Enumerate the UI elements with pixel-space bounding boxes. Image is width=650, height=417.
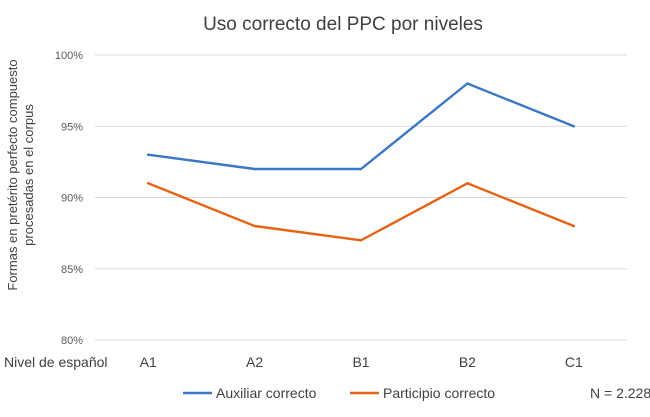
y-tick-label: 85% xyxy=(61,264,83,276)
gridlines xyxy=(95,54,627,341)
x-category-label: C1 xyxy=(565,354,583,370)
series-lines xyxy=(146,82,575,242)
y-axis-label-line-1: Formas en pretérito perfecto compuesto xyxy=(5,59,20,290)
data-point xyxy=(359,167,363,171)
y-tick-label: 100% xyxy=(55,50,83,62)
y-axis-label-line-2: procesadas en el corpus xyxy=(21,104,36,246)
legend-label-participio: Participio correcto xyxy=(383,385,495,401)
data-point xyxy=(253,224,256,228)
x-category-label: B2 xyxy=(459,354,476,370)
data-point xyxy=(253,167,256,171)
y-axis-ticks: 80% 85% 90% 95% 100% xyxy=(55,50,83,347)
data-point xyxy=(466,182,469,185)
sample-size-note: N = 2.228 xyxy=(590,385,650,401)
data-point xyxy=(572,125,575,128)
x-category-label: A1 xyxy=(140,354,157,370)
x-category-label: A2 xyxy=(246,354,263,370)
series-line xyxy=(146,182,575,242)
data-point xyxy=(572,224,575,228)
x-axis-categories: A1 A2 B1 B2 C1 xyxy=(140,354,583,370)
y-tick-label: 95% xyxy=(61,121,83,133)
y-tick-label: 90% xyxy=(61,193,83,205)
x-axis-label: Nivel de español xyxy=(4,354,108,370)
y-axis-label: Formas en pretérito perfecto compuesto p… xyxy=(5,59,36,290)
y-tick-label: 80% xyxy=(61,335,83,347)
data-point xyxy=(359,239,363,242)
legend-label-auxiliar: Auxiliar correcto xyxy=(216,385,317,401)
x-category-label: B1 xyxy=(352,354,369,370)
data-point xyxy=(147,182,150,185)
data-point xyxy=(466,82,469,85)
data-point xyxy=(147,153,150,156)
chart-title: Uso correcto del PPC por niveles xyxy=(203,14,483,35)
legend: Auxiliar correcto Participio correcto xyxy=(183,385,495,401)
